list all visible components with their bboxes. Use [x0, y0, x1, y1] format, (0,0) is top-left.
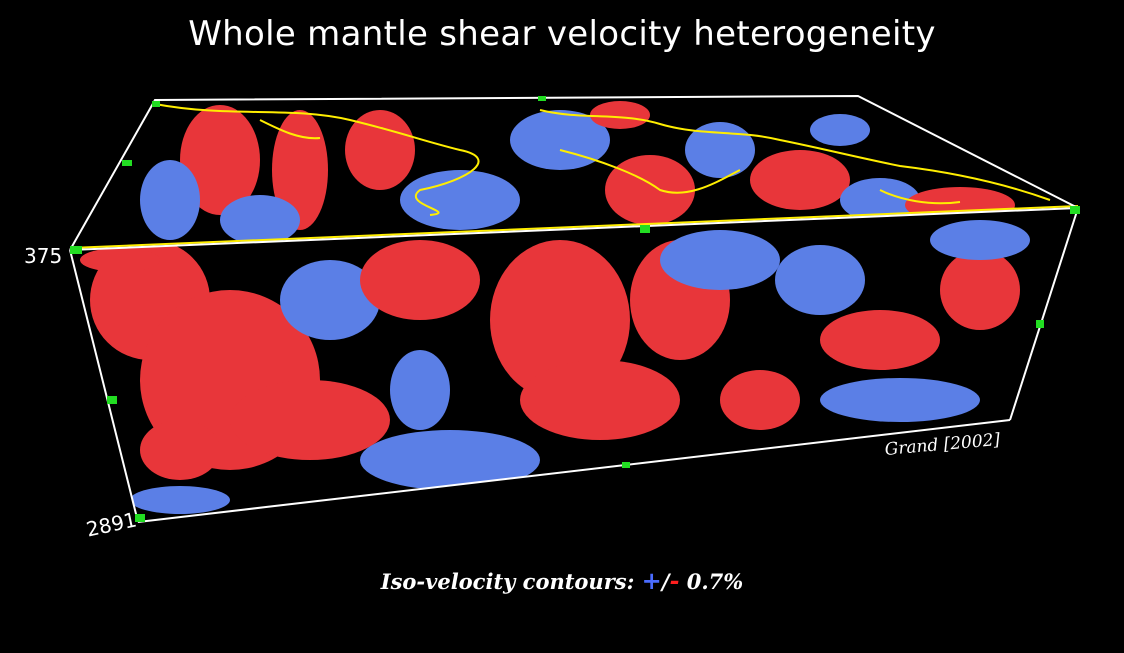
figure-title: Whole mantle shear velocity heterogeneit… [188, 14, 936, 54]
legend-prefix: Iso-velocity contours: [380, 569, 642, 594]
legend-plus: + [641, 566, 662, 595]
depth-label-top: 375 [24, 244, 63, 268]
coastlines [69, 103, 1079, 249]
front-face-anomalies [80, 220, 1030, 514]
top-surface-anomalies [140, 101, 1015, 245]
legend-suffix: 0.7% [679, 569, 744, 594]
legend-minus: - [669, 566, 680, 595]
volume-box [69, 94, 1079, 523]
legend-caption: Iso-velocity contours: +/- 0.7% [0, 566, 1124, 595]
legend-slash: / [661, 569, 670, 594]
depth-tick-markers [70, 96, 1080, 522]
